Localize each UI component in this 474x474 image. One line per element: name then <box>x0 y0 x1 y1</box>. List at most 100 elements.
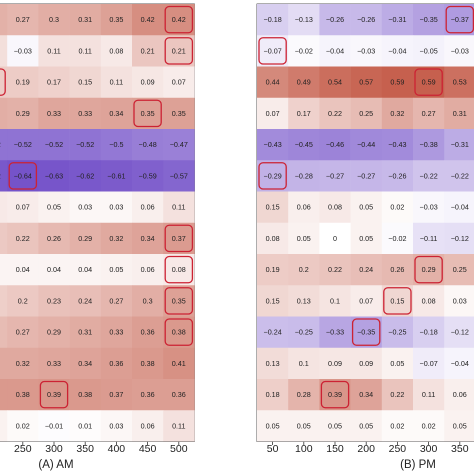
heatmap-cell-am-r2-c1 <box>7 66 39 99</box>
heatmap-cell-pm-r3-c1 <box>288 97 320 130</box>
heatmap-cell-am-r0-c2 <box>38 4 70 36</box>
panel-pm-cells: −0.18 −0.13 −0.26 −0.26 −0.31 −0.35 −0.37 −0.07… <box>257 4 474 442</box>
cell-value-pm-r13-c5: 0.02 <box>422 421 436 430</box>
cell-value-am-r6-c4: 0.03 <box>109 203 123 212</box>
panel-am-x-axis: 200 250 300 350 400 450 500 <box>0 441 188 455</box>
cell-value-am-r10-c2: 0.29 <box>47 328 61 337</box>
cell-value-am-r9-c3: 0.24 <box>78 296 92 305</box>
heatmap-cell-pm-r2-c1 <box>288 66 320 99</box>
heatmap-cell-am-r12-c1 <box>7 379 39 411</box>
heatmap-cell-pm-r8-c6 <box>444 254 474 286</box>
heatmap-cell-am-r12-c6 <box>163 379 195 411</box>
heatmap-cell-am-r3-c1 <box>7 97 39 130</box>
heatmap-cell-pm-r4-c5 <box>413 129 445 161</box>
heatmap-cell-pm-r1-c3 <box>350 35 383 67</box>
x-tick-label-pm-6: 350 <box>451 443 469 455</box>
heatmap-cell-pm-r4-c1 <box>288 129 320 161</box>
cell-value-pm-r11-c5: −0.07 <box>420 359 438 368</box>
x-tick-label-am-6: 500 <box>170 443 188 455</box>
cell-value-am-r9-c1: 0.2 <box>18 296 28 305</box>
cell-value-am-r6-c1: 0.07 <box>16 203 30 212</box>
heatmap-cell-am-r13-c4 <box>100 410 133 442</box>
heatmap-cell-pm-r0-c5 <box>413 4 445 36</box>
cell-value-pm-r8-c3: 0.24 <box>359 265 373 274</box>
cell-value-pm-r10-c0: −0.24 <box>264 328 282 337</box>
heatmap-cell-pm-r4-c4 <box>381 129 414 161</box>
cell-value-am-r12-c3: 0.38 <box>78 390 92 399</box>
heatmap-cell-am-r13-c1 <box>7 410 39 442</box>
cell-value-am-r13-c4: 0.03 <box>109 421 123 430</box>
heatmap-cell-pm-r6-c2 <box>319 191 351 224</box>
cell-value-pm-r4-c2: −0.46 <box>326 140 344 149</box>
heatmap-cell-pm-r11-c4 <box>381 347 414 380</box>
x-tick-label-am-2: 300 <box>45 443 63 455</box>
heatmap-cell-pm-r12-c6 <box>444 379 474 411</box>
cell-value-am-r5-c5: −0.59 <box>139 171 157 180</box>
cell-value-pm-r13-c0: 0.05 <box>266 421 280 430</box>
heatmap-cell-am-r9-c2 <box>38 285 70 317</box>
heatmap-cell-pm-r8-c4 <box>381 254 414 286</box>
heatmap-cell-am-r6-c1 <box>7 191 39 224</box>
cell-value-pm-r11-c4: 0.05 <box>390 359 404 368</box>
cell-value-pm-r4-c3: −0.44 <box>357 140 375 149</box>
heatmap-cell-am-r11-c6 <box>163 347 195 380</box>
highlight-box-pm-4 <box>414 255 443 284</box>
heatmap-cell-pm-r2-c6 <box>444 66 474 99</box>
heatmap-cell-pm-r6-c4 <box>381 191 414 224</box>
cell-value-am-r8-c3: 0.04 <box>78 265 92 274</box>
heatmap-cell-pm-r9-c3 <box>350 285 383 317</box>
heatmap-cell-am-r4-c5 <box>132 129 164 161</box>
cell-value-am-r1-c6: 0.21 <box>172 46 186 55</box>
heatmap-cell-am-r5-c4 <box>100 160 133 192</box>
cell-value-pm-r1-c6: −0.03 <box>451 46 469 55</box>
heatmap-cell-am-r9-c1 <box>7 285 39 317</box>
x-tick-label-am-1: 250 <box>14 443 32 455</box>
heatmap-cell-am-r7-c1 <box>7 222 39 255</box>
cell-value-pm-r7-c1: 0.05 <box>297 234 311 243</box>
heatmap-cell-am-r13-c0 <box>0 410 8 442</box>
heatmap-cell-pm-r13-c5 <box>413 410 445 442</box>
heatmap-cell-am-r11-c3 <box>69 347 102 380</box>
heatmap-cell-pm-r7-c6 <box>444 222 474 255</box>
heatmap-cell-pm-r11-c2 <box>319 347 351 380</box>
heatmap-cell-pm-r6-c6 <box>444 191 474 224</box>
heatmap-cell-am-r13-c5 <box>132 410 164 442</box>
cell-value-pm-r5-c4: −0.26 <box>388 171 406 180</box>
cell-value-pm-r8-c4: 0.26 <box>390 265 404 274</box>
cell-value-pm-r1-c0: −0.07 <box>264 46 282 55</box>
heatmap-cell-am-r8-c2 <box>38 254 70 286</box>
cell-value-am-r1-c5: 0.21 <box>141 46 155 55</box>
heatmap-cell-am-r5-c2 <box>38 160 70 192</box>
heatmap-cell-pm-r12-c5 <box>413 379 445 411</box>
heatmap-cell-pm-r5-c6 <box>444 160 474 192</box>
cell-value-pm-r6-c6: −0.04 <box>451 203 469 212</box>
heatmap-cell-am-r3-c0 <box>0 97 8 130</box>
cell-value-pm-r4-c0: −0.43 <box>264 140 282 149</box>
heatmap-cell-am-r7-c2 <box>38 222 70 255</box>
heatmap-cell-pm-r13-c1 <box>288 410 320 442</box>
cell-value-pm-r9-c6: 0.03 <box>453 296 467 305</box>
heatmap-cell-pm-r13-c3 <box>350 410 383 442</box>
cell-value-pm-r6-c2: 0.08 <box>328 203 342 212</box>
x-tick-label-am-0: 200 <box>0 443 1 455</box>
cell-value-pm-r1-c2: −0.04 <box>326 46 344 55</box>
highlight-box-am-5 <box>164 224 194 253</box>
cell-value-pm-r0-c6: −0.37 <box>451 15 469 24</box>
heatmap-cell-pm-r0-c2 <box>319 4 351 36</box>
heatmap-cell-am-r2-c3 <box>69 66 102 99</box>
cell-value-am-r2-c2: 0.17 <box>47 78 61 87</box>
cell-value-pm-r7-c2: 0 <box>333 234 337 243</box>
cell-value-am-r12-c1: 0.38 <box>16 390 30 399</box>
heatmap-cell-am-r1-c3 <box>69 35 102 67</box>
heatmap-cell-pm-r1-c5 <box>413 35 445 67</box>
cell-value-pm-r11-c1: 0.1 <box>299 359 309 368</box>
cell-value-am-r10-c6: 0.38 <box>172 328 186 337</box>
heatmap-cell-pm-r11-c6 <box>444 347 474 380</box>
panel-am-title: (A) AM <box>38 459 73 471</box>
heatmap-cell-pm-r6-c0 <box>257 191 289 224</box>
heatmap-cell-pm-r0-c0 <box>257 4 289 36</box>
cell-value-am-r7-c5: 0.34 <box>141 234 155 243</box>
heatmap-cell-pm-r8-c2 <box>319 254 351 286</box>
heatmap-cell-am-r5-c6 <box>163 160 195 192</box>
cell-value-pm-r10-c5: −0.18 <box>420 328 438 337</box>
